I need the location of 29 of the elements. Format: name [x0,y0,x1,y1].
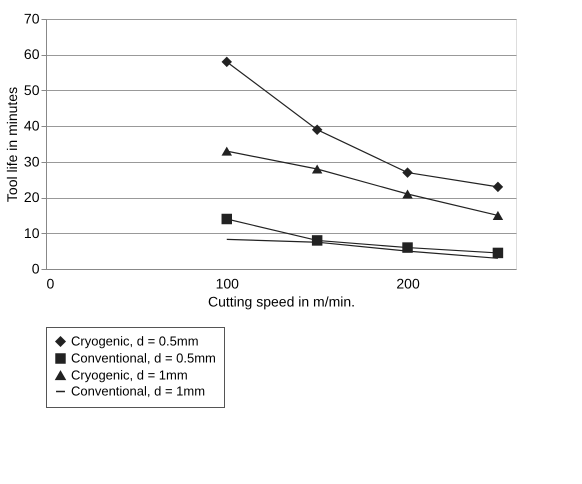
y-tick-label: 70 [24,10,40,26]
y-tick-label: 20 [24,189,40,206]
x-axis-title: Cutting speed in m/min. [208,294,356,310]
point [402,242,413,253]
x-tick-label: 200 [396,276,420,292]
point [492,248,504,258]
y-tick-label: 60 [24,46,40,62]
point [222,214,232,224]
point [312,164,322,174]
x-tick-label: 0 [46,276,54,292]
legend-label: Cryogenic, d = 1mm [71,368,188,382]
x-tick-label: 100 [216,276,240,292]
point [492,182,504,192]
point [222,146,232,156]
y-tick-label: 0 [32,260,40,276]
point [312,235,322,246]
point [312,124,322,135]
legend-label: Cryogenic, d = 0.5mm [71,334,199,348]
legend-label: Conventional, d = 1mm [71,384,206,398]
y-tick-label: 30 [24,153,40,170]
y-tick-label: 10 [24,224,40,241]
point [492,210,504,220]
y-axis-title: Tool life in minutes [4,86,20,202]
point [402,189,413,199]
y-tick-label: 40 [24,118,40,134]
y-tick-label: 50 [24,82,40,98]
point [222,56,232,68]
legend-label: Conventional, d = 0.5mm [71,350,216,366]
point [402,167,413,178]
